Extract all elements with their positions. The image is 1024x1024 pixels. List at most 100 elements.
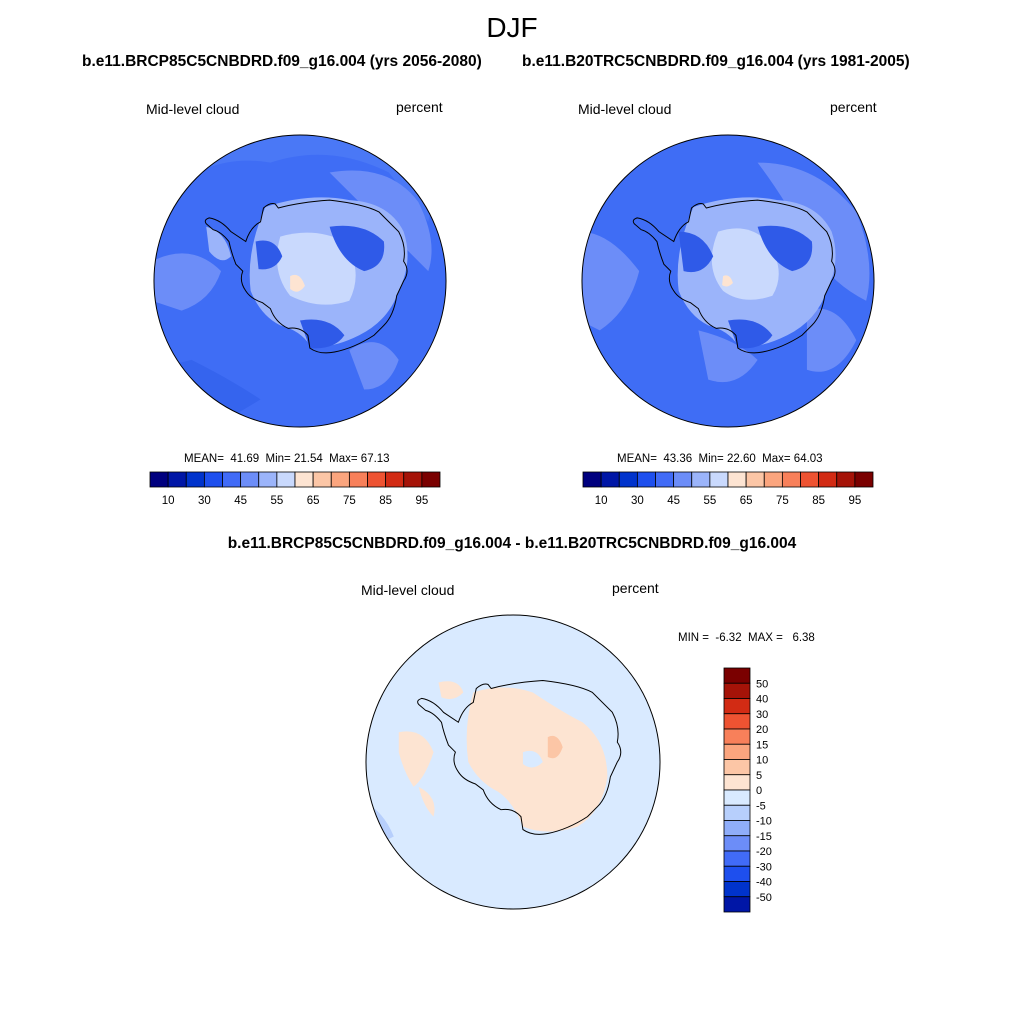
variable-label-left: Mid-level cloud	[146, 101, 240, 117]
colorbar-tick-label: 40	[756, 694, 768, 706]
colorbar-tick-label: 75	[776, 495, 789, 507]
colorbar-tick-label: 50	[756, 678, 768, 690]
colorbar-swatch	[618, 471, 638, 488]
colorbar-swatch	[582, 471, 602, 488]
colorbar-swatch	[149, 471, 169, 488]
colorbar-swatch	[723, 881, 751, 898]
stats-right: MEAN= 43.36 Min= 22.60 Max= 64.03	[617, 453, 823, 465]
units-label-right: percent	[830, 99, 877, 115]
colorbar-swatch	[367, 471, 387, 488]
colorbar-swatch	[818, 471, 838, 488]
colorbar-swatch	[258, 471, 278, 488]
colorbar-tick-label: 75	[343, 495, 356, 507]
colorbar-tick-label: 20	[756, 724, 768, 736]
colorbar-tick-label: 0	[756, 785, 762, 797]
colorbar-swatch	[723, 759, 751, 776]
variable-label-right: Mid-level cloud	[578, 101, 672, 117]
colorbar-swatch	[348, 471, 368, 488]
colorbar-swatch	[709, 471, 729, 488]
colorbar-tick-label: 85	[379, 495, 392, 507]
colorbar-swatch	[723, 850, 751, 867]
colorbar-swatch	[723, 667, 751, 684]
diff-min-value: -6.32	[715, 632, 742, 644]
colorbar-swatch	[723, 820, 751, 837]
colorbar-left: 10 30 45 55 65 75 85 95	[149, 471, 441, 507]
units-label-diff: percent	[612, 580, 659, 596]
colorbar-tick-label: -15	[756, 831, 772, 843]
colorbar-tick-label: 45	[667, 495, 680, 507]
colorbar-swatch	[294, 471, 314, 488]
colorbar-swatch	[723, 896, 751, 913]
colorbar-tick-label: -5	[756, 800, 766, 812]
difference-title: b.e11.BRCP85C5CNBDRD.f09_g16.004 - b.e11…	[227, 535, 797, 552]
max-value-right: 64.03	[793, 453, 823, 465]
colorbar-swatch	[723, 865, 751, 882]
colorbar-tick-label: 30	[631, 495, 644, 507]
antarctica-coastline	[204, 199, 408, 354]
colorbar-tick-label: -50	[756, 892, 772, 904]
colorbar-swatch	[636, 471, 656, 488]
colorbar-swatch	[385, 471, 405, 488]
colorbar-swatch	[723, 804, 751, 821]
colorbar-tick-label: 30	[198, 495, 211, 507]
colorbar-swatch	[745, 471, 765, 488]
colorbar-swatch	[723, 789, 751, 806]
colorbar-swatch	[854, 471, 874, 488]
colorbar-tick-label: 95	[848, 495, 861, 507]
min-value-left: 21.54	[293, 453, 323, 465]
variable-label-diff: Mid-level cloud	[361, 582, 455, 598]
colorbar-swatch	[723, 698, 751, 715]
mean-value-left: 41.69	[230, 453, 260, 465]
colorbar-swatch	[723, 774, 751, 791]
colorbar-swatch	[723, 713, 751, 730]
page-title: DJF	[486, 12, 538, 43]
colorbar-tick-label: 95	[415, 495, 428, 507]
colorbar-swatch	[203, 471, 223, 488]
colorbar-tick-label: -40	[756, 877, 772, 889]
diff-min-max: MIN = -6.32 MAX = 6.38	[678, 632, 815, 644]
polar-map-difference	[365, 614, 661, 910]
colorbar-swatch	[723, 835, 751, 852]
colorbar-tick-label: -30	[756, 861, 772, 873]
colorbar-tick-label: 55	[270, 495, 283, 507]
colorbar-tick-label: 10	[162, 495, 175, 507]
colorbar-swatch	[600, 471, 620, 488]
colorbar-swatch	[312, 471, 332, 488]
colorbar-swatch	[800, 471, 820, 488]
mean-value-right: 43.36	[663, 453, 693, 465]
colorbar-swatch	[723, 682, 751, 699]
colorbar-swatch	[727, 471, 747, 488]
colorbar-swatch	[763, 471, 783, 488]
colorbar-swatch	[403, 471, 423, 488]
colorbar-tick-label: -10	[756, 816, 772, 828]
polar-map-right	[581, 134, 875, 428]
colorbar-swatch	[781, 471, 801, 488]
colorbar-tick-label: 65	[740, 495, 753, 507]
diff-max-value: 6.38	[792, 632, 815, 644]
colorbar-tick-label: -20	[756, 846, 772, 858]
case-title-left: b.e11.BRCP85C5CNBDRD.f09_g16.004 (yrs 20…	[82, 53, 482, 70]
stats-left: MEAN= 41.69 Min= 21.54 Max= 67.13	[184, 453, 390, 465]
colorbar-swatch	[222, 471, 242, 488]
case-title-right: b.e11.B20TRC5CNBDRD.f09_g16.004 (yrs 198…	[522, 53, 910, 70]
colorbar-swatch	[655, 471, 675, 488]
colorbar-tick-label: 10	[756, 755, 768, 767]
colorbar-tick-label: 10	[595, 495, 608, 507]
colorbar-tick-label: 15	[756, 739, 768, 751]
polar-map-left	[153, 134, 447, 428]
colorbar-tick-label: 85	[812, 495, 825, 507]
colorbar-tick-label: 30	[756, 709, 768, 721]
colorbar-tick-label: 55	[703, 495, 716, 507]
colorbar-swatch	[723, 743, 751, 760]
colorbar-tick-label: 65	[307, 495, 320, 507]
colorbar-swatch	[723, 728, 751, 745]
max-value-left: 67.13	[360, 453, 390, 465]
colorbar-right: 10 30 45 55 65 75 85 95	[582, 471, 874, 507]
units-label-left: percent	[396, 99, 443, 115]
colorbar-swatch	[421, 471, 441, 488]
min-value-right: 22.60	[726, 453, 756, 465]
colorbar-swatch	[240, 471, 260, 488]
colorbar-swatch	[276, 471, 296, 488]
colorbar-tick-label: 5	[756, 770, 762, 782]
